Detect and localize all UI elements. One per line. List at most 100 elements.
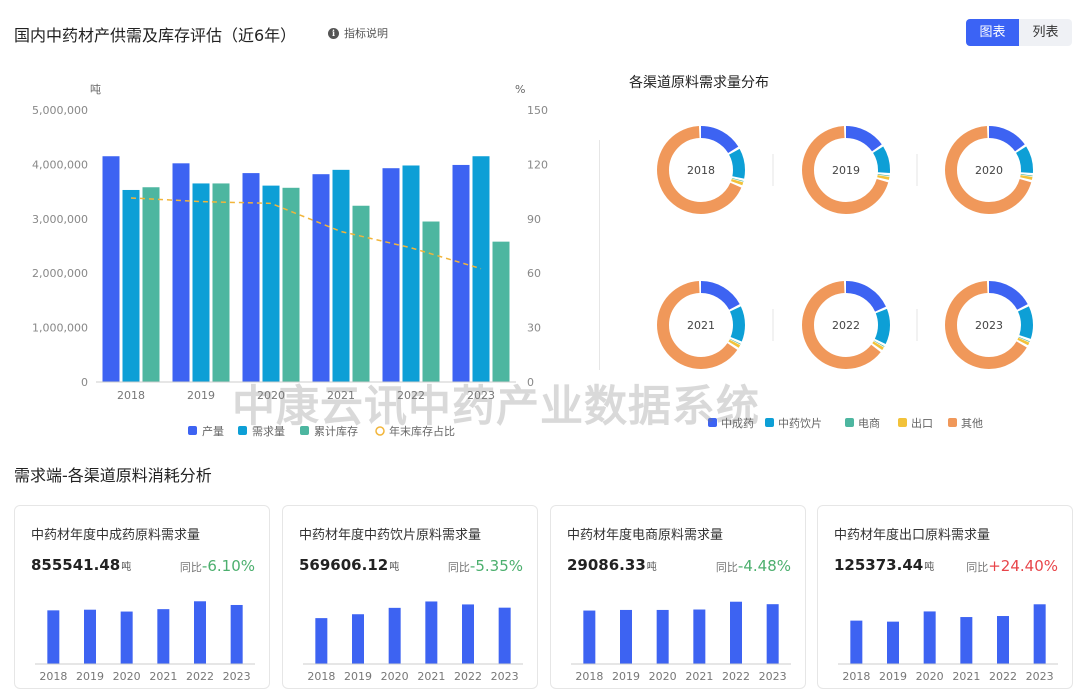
bar-需求量-2021[interactable] — [332, 169, 350, 382]
mini-bar-2020[interactable] — [388, 607, 401, 664]
donut-slice-其他[interactable] — [657, 281, 745, 369]
donut-slice-其他[interactable] — [802, 281, 890, 369]
donut-slice-其他[interactable] — [945, 281, 1033, 369]
donut-2020[interactable] — [945, 126, 1033, 214]
mini-bar-2021[interactable] — [157, 609, 170, 664]
card-yoy: 同比-4.48% — [715, 557, 791, 575]
donut-year-label: 2021 — [687, 319, 715, 332]
bar-产量-2022[interactable] — [382, 168, 400, 382]
mini-bar-2021[interactable] — [425, 601, 438, 664]
bar-累计库存-2022[interactable] — [422, 221, 440, 382]
donut-slice-其他[interactable] — [802, 126, 890, 214]
legend-label[interactable]: 需求量 — [252, 425, 285, 438]
mini-bar-2022[interactable] — [462, 604, 474, 664]
x-tick-label: 2021 — [149, 670, 177, 683]
left-tick-label: 2,000,000 — [32, 267, 88, 280]
donut-slice-中成药[interactable] — [802, 126, 890, 214]
donut-slice-中成药[interactable] — [657, 281, 745, 369]
bar-产量-2020[interactable] — [242, 173, 260, 382]
mini-bar-2021[interactable] — [693, 609, 706, 664]
mini-bar-2018[interactable] — [583, 610, 596, 664]
left-tick-label: 3,000,000 — [32, 213, 88, 226]
bar-需求量-2020[interactable] — [262, 185, 280, 382]
card-unit: 吨 — [389, 562, 400, 573]
donut-2023[interactable] — [945, 281, 1033, 369]
mini-bar-2020[interactable] — [120, 611, 133, 664]
mini-bar-2019[interactable] — [620, 609, 632, 664]
supply-demand-chart: 吨 % 0 1,000,000 2,000,000 3,000,000 4,000,000 5… — [32, 83, 548, 438]
card-title: 中药材年度中药饮片原料需求量 — [299, 528, 482, 543]
donut-slice-其他[interactable] — [657, 126, 745, 214]
indicator-info-link[interactable]: i 指标说明 — [328, 25, 388, 41]
left-axis-unit: 吨 — [90, 83, 101, 96]
yoy-percent: -5.35% — [469, 557, 523, 575]
donut-slice-中成药[interactable] — [945, 281, 1033, 369]
bar-产量-2019[interactable] — [172, 163, 190, 382]
bar-需求量-2018[interactable] — [122, 189, 140, 382]
donut-slice-中成药[interactable] — [802, 281, 890, 369]
donut-slice-其他[interactable] — [945, 126, 1033, 214]
bar-需求量-2023[interactable] — [472, 156, 490, 382]
mini-bar-2018[interactable] — [315, 618, 328, 664]
bar-累计库存-2021[interactable] — [352, 205, 370, 382]
donut-2022[interactable] — [802, 281, 890, 369]
donut-slice-中药饮片[interactable] — [657, 126, 745, 214]
legend-label[interactable]: 电商 — [858, 416, 880, 430]
bar-累计库存-2023[interactable] — [492, 241, 510, 382]
right-tick-label: 120 — [527, 158, 548, 171]
bar-产量-2023[interactable] — [452, 164, 470, 382]
mini-bar-2019[interactable] — [352, 614, 364, 664]
mini-bar-2018[interactable] — [850, 620, 863, 664]
x-tick-label: 2019 — [187, 389, 215, 402]
donut-slice-中药饮片[interactable] — [657, 281, 745, 369]
x-tick-label: 2022 — [722, 670, 750, 683]
bar-累计库存-2018[interactable] — [142, 187, 160, 382]
donut-2018[interactable] — [657, 126, 745, 214]
donut-slice-中药饮片[interactable] — [945, 281, 1033, 369]
x-tick-label: 2023 — [467, 389, 495, 402]
chart-view-button[interactable]: 图表 — [966, 19, 1019, 46]
left-tick-label: 5,000,000 — [32, 104, 88, 117]
bar-产量-2018[interactable] — [102, 156, 120, 382]
legend-label[interactable]: 中药饮片 — [778, 417, 822, 430]
legend-label[interactable]: 出口 — [911, 416, 933, 430]
donut-slice-中成药[interactable] — [945, 126, 1033, 214]
donut-slice-中成药[interactable] — [657, 126, 745, 214]
mini-bar-2019[interactable] — [887, 621, 899, 664]
mini-bar-2022[interactable] — [730, 601, 742, 664]
legend-swatch — [845, 418, 854, 427]
donut-2021[interactable] — [657, 281, 745, 369]
bar-累计库存-2020[interactable] — [282, 187, 300, 382]
mini-bar-2018[interactable] — [47, 610, 60, 664]
legend-label[interactable]: 产量 — [202, 424, 224, 438]
chart-divider — [599, 140, 600, 370]
card-unit: 吨 — [121, 562, 132, 573]
mini-bar-2023[interactable] — [498, 607, 511, 664]
donut-slice-中药饮片[interactable] — [802, 281, 890, 369]
donut-year-label: 2020 — [975, 164, 1003, 177]
legend-label[interactable]: 中成药 — [721, 417, 754, 430]
legend-label[interactable]: 累计库存 — [314, 424, 358, 438]
mini-bar-2020[interactable] — [656, 609, 669, 664]
bar-产量-2021[interactable] — [312, 174, 330, 382]
mini-bar-2022[interactable] — [194, 601, 206, 664]
mini-bar-2023[interactable] — [766, 604, 779, 664]
bar-需求量-2022[interactable] — [402, 165, 420, 382]
donut-slice-中药饮片[interactable] — [802, 126, 890, 214]
mini-bar-2023[interactable] — [230, 604, 243, 664]
bar-累计库存-2019[interactable] — [212, 183, 230, 382]
legend-label[interactable]: 年末库存占比 — [389, 424, 455, 438]
donut-year-label: 2018 — [687, 164, 715, 177]
mini-bar-2023[interactable] — [1033, 604, 1046, 664]
mini-bar-2021[interactable] — [960, 617, 973, 664]
list-view-button[interactable]: 列表 — [1019, 19, 1072, 46]
donut-2019[interactable] — [802, 126, 890, 214]
mini-bar-2022[interactable] — [997, 616, 1009, 664]
legend-label[interactable]: 其他 — [961, 417, 983, 430]
bar-需求量-2019[interactable] — [192, 183, 210, 382]
card-title: 中药材年度出口原料需求量 — [834, 528, 991, 543]
mini-bar-2019[interactable] — [84, 609, 96, 664]
donut-slice-中药饮片[interactable] — [945, 126, 1033, 214]
card-title: 中药材年度电商原料需求量 — [567, 528, 724, 543]
mini-bar-2020[interactable] — [923, 611, 936, 664]
